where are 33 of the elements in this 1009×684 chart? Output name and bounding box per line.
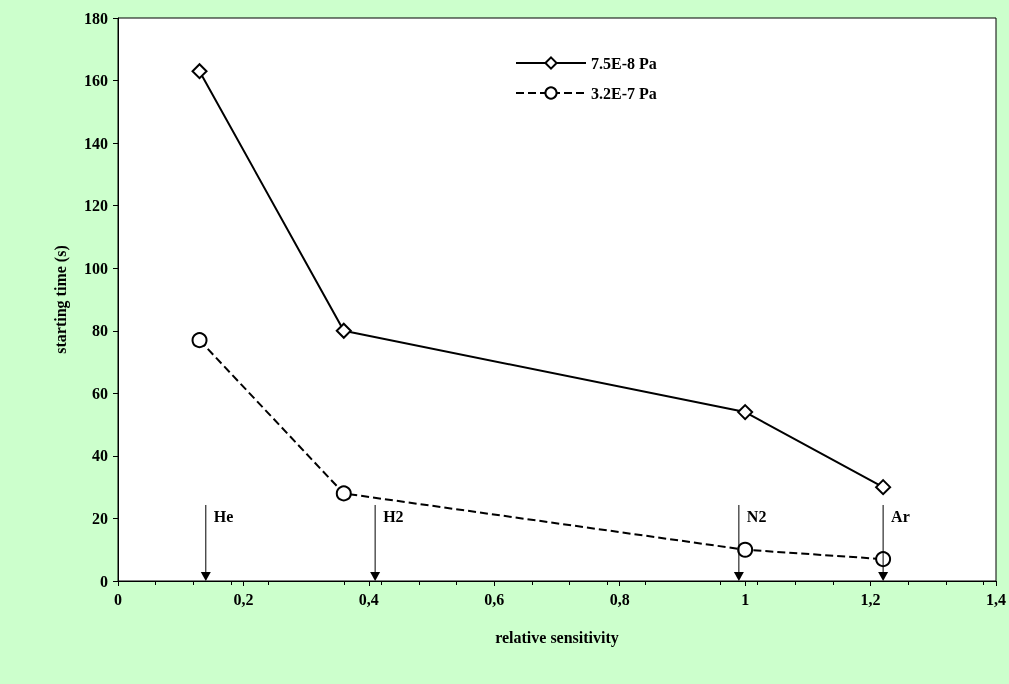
y-tick-label: 160 <box>84 72 108 90</box>
y-tick-label: 60 <box>92 384 108 402</box>
point <box>191 332 208 349</box>
y-tick-label: 120 <box>84 197 108 215</box>
x-tick-label: 1,2 <box>860 590 881 608</box>
x-tick-label: 0 <box>114 590 122 608</box>
point <box>875 479 892 496</box>
ref-line-label: Ar <box>891 507 910 525</box>
x-axis-title: relative sensitivity <box>495 628 619 647</box>
y-tick-label: 180 <box>84 9 108 27</box>
ref-line-label: H2 <box>383 507 404 525</box>
y-tick-label: 100 <box>84 259 108 277</box>
y-tick-label: 80 <box>92 322 108 340</box>
point <box>335 322 352 339</box>
y-tick-label: 40 <box>92 447 108 465</box>
x-tick-label: 1,4 <box>986 590 1006 608</box>
point <box>191 63 208 80</box>
y-tick-label: 0 <box>100 572 108 590</box>
point <box>335 485 352 502</box>
y-axis-title: starting time (s) <box>51 245 70 354</box>
y-tick-label: 140 <box>84 134 108 152</box>
x-tick-label: 0,8 <box>609 590 630 608</box>
ref-line-label: N2 <box>746 507 767 525</box>
x-tick-label: 0,4 <box>358 590 379 608</box>
point <box>737 404 754 421</box>
point <box>737 541 754 558</box>
x-tick-label: 0,2 <box>233 590 254 608</box>
x-tick-label: 0,6 <box>484 590 505 608</box>
legend-label: 7.5E-8 Pa <box>591 54 657 72</box>
x-tick-label: 1 <box>741 590 750 608</box>
y-tick-label: 20 <box>92 509 108 527</box>
ref-line-label: He <box>213 507 234 525</box>
legend-label: 3.2E-7 Pa <box>591 84 657 102</box>
